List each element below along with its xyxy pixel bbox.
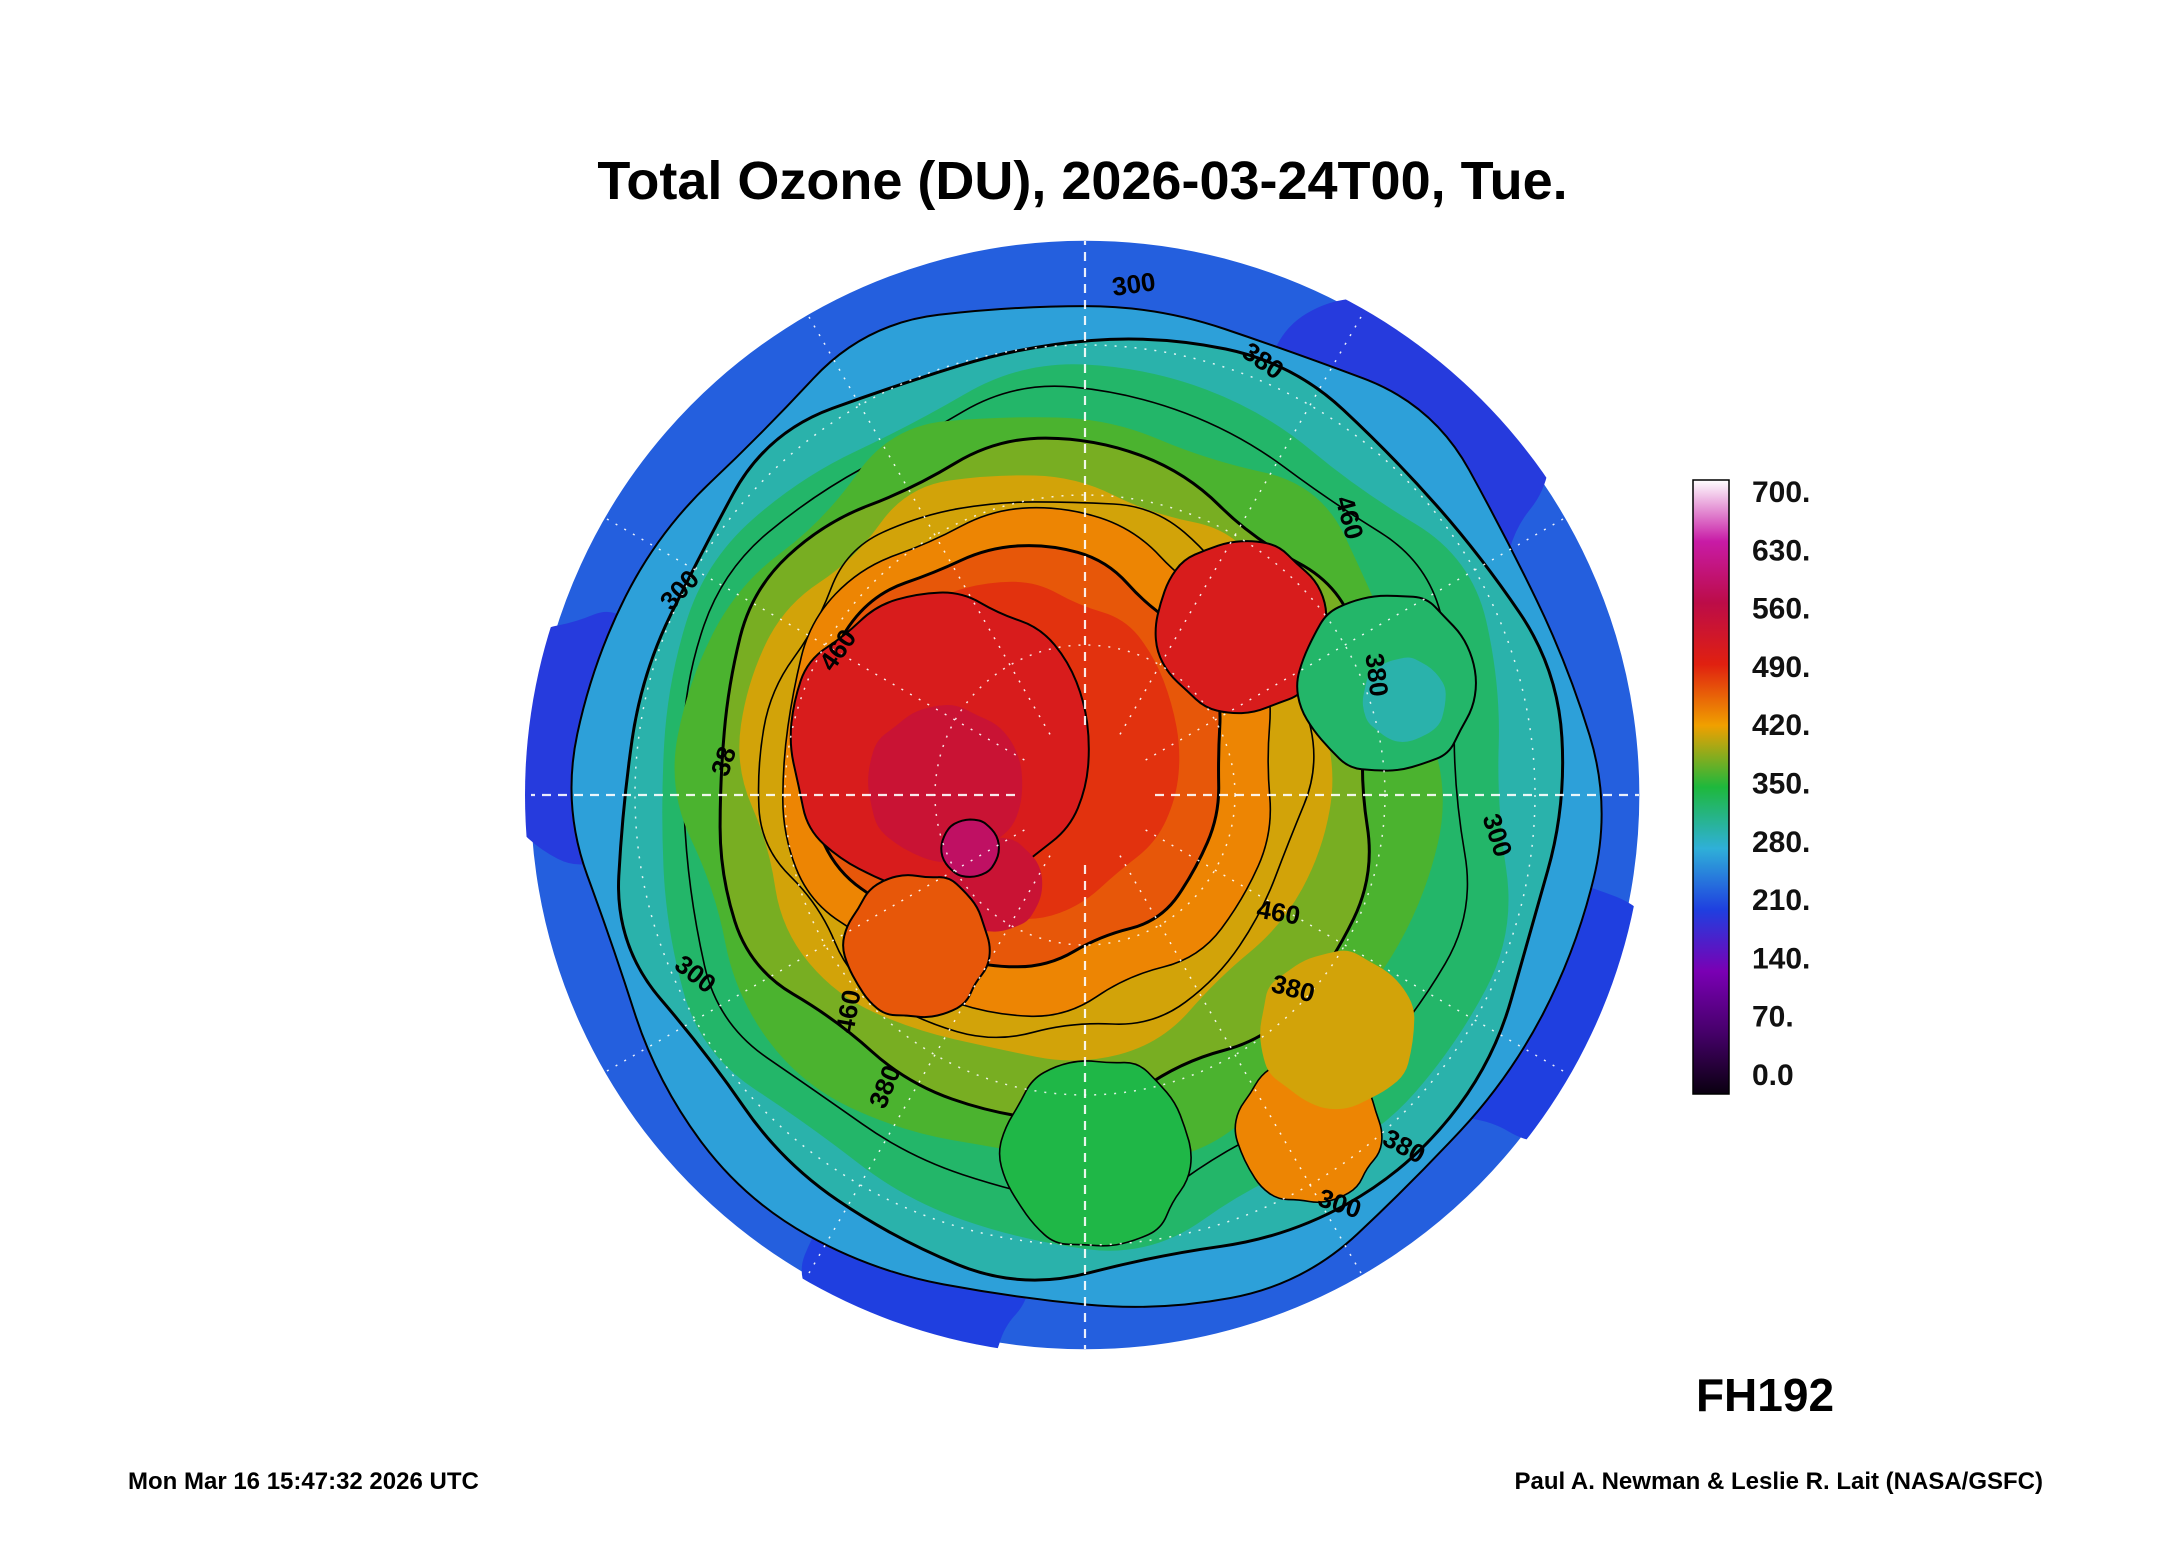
meridian-line (604, 517, 1025, 761)
colorbar-tick-label: 630. (1752, 534, 1810, 567)
colorbar-tick-label: 210. (1752, 884, 1810, 917)
colorbar-tick-label: 140. (1752, 942, 1810, 975)
credit-line: Paul A. Newman & Leslie R. Lait (NASA/GS… (1514, 1468, 2043, 1495)
colorbar-tick-label: 350. (1752, 768, 1810, 801)
meridian-line (807, 314, 1051, 735)
latitude-circle (634, 344, 1536, 1246)
meridian-line (1119, 314, 1363, 735)
meridian-line (604, 829, 1025, 1073)
colorbar-tick-label: 0.0 (1752, 1059, 1794, 1092)
ozone-field (525, 240, 1645, 1355)
ozone-band-300du (1362, 657, 1446, 742)
ozone-band-410du (1260, 950, 1415, 1110)
ozone-band-580du (940, 818, 1000, 878)
meridian-line (807, 855, 1051, 1276)
graticule (531, 241, 1639, 1349)
ozone-band-505du (1154, 540, 1328, 715)
colorbar-tick-label: 420. (1752, 709, 1810, 742)
ozone-band-345du (998, 1060, 1192, 1247)
page-title: Total Ozone (DU), 2026-03-24T00, Tue. (597, 151, 1568, 211)
contour-label: 460 (1255, 894, 1303, 931)
contour-label: 380 (1359, 652, 1394, 699)
meridian-line (1119, 855, 1363, 1276)
ozone-band-420du (757, 501, 1315, 1039)
forecast-hour-label: FH192 (1695, 1369, 1835, 1421)
contour-label: 300 (1110, 266, 1157, 302)
colorbar-gradient (1692, 479, 1730, 1095)
colorbar-tick-label: 70. (1752, 1001, 1794, 1034)
meridian-line (1145, 829, 1566, 1073)
ozone-band-460du (842, 874, 991, 1019)
colorbar: 700. 630. 560. 490. 420. 350. 280. 210. 140. 70. 0… (1692, 476, 1810, 1095)
colorbar-tick-label: 490. (1752, 651, 1810, 684)
contour-label: 460 (830, 987, 867, 1035)
colorbar-tick-label: 700. (1752, 476, 1810, 509)
colorbar-tick-label: 280. (1752, 826, 1810, 859)
meridian-line (1145, 517, 1566, 761)
generated-timestamp: Mon Mar 16 15:47:32 2026 UTC (128, 1468, 479, 1495)
colorbar-tick-label: 560. (1752, 593, 1810, 626)
